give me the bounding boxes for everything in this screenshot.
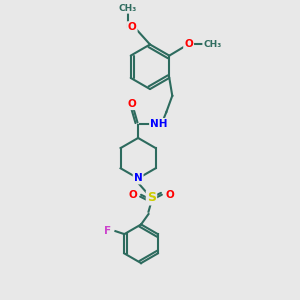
Text: O: O [129, 190, 137, 200]
Text: CH₃: CH₃ [118, 4, 137, 13]
Text: O: O [128, 22, 136, 32]
Text: O: O [128, 99, 136, 109]
Text: O: O [184, 39, 193, 49]
Text: F: F [104, 226, 112, 236]
Text: NH: NH [150, 119, 168, 129]
Text: N: N [134, 173, 142, 183]
Text: S: S [147, 191, 156, 204]
Text: O: O [166, 190, 174, 200]
Text: CH₃: CH₃ [203, 40, 221, 49]
